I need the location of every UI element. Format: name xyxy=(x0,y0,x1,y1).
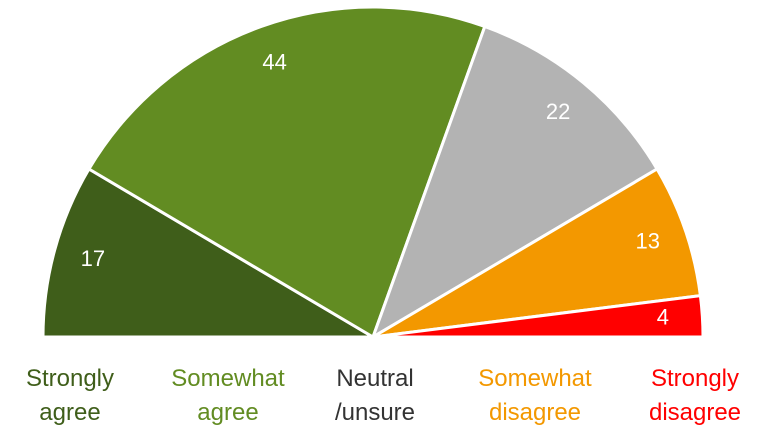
slice xyxy=(41,166,379,339)
chart: 17 44 22 13 4 xyxy=(41,5,705,341)
category-label: Somewhat disagree xyxy=(478,365,592,426)
value-label: 13 xyxy=(636,229,660,254)
slice xyxy=(372,166,703,339)
category-label: Strongly agree xyxy=(25,365,115,426)
category-label: Neutral /unsure xyxy=(334,365,416,426)
value-label: 44 xyxy=(262,50,286,75)
slice xyxy=(370,24,660,341)
value-label: 17 xyxy=(81,246,105,271)
value-label: 4 xyxy=(657,305,669,330)
value-label: 22 xyxy=(546,99,570,124)
slice xyxy=(372,293,705,339)
category-label: Somewhat agree xyxy=(171,365,285,426)
category-label: Strongly disagree xyxy=(648,365,742,426)
slice xyxy=(86,5,487,340)
